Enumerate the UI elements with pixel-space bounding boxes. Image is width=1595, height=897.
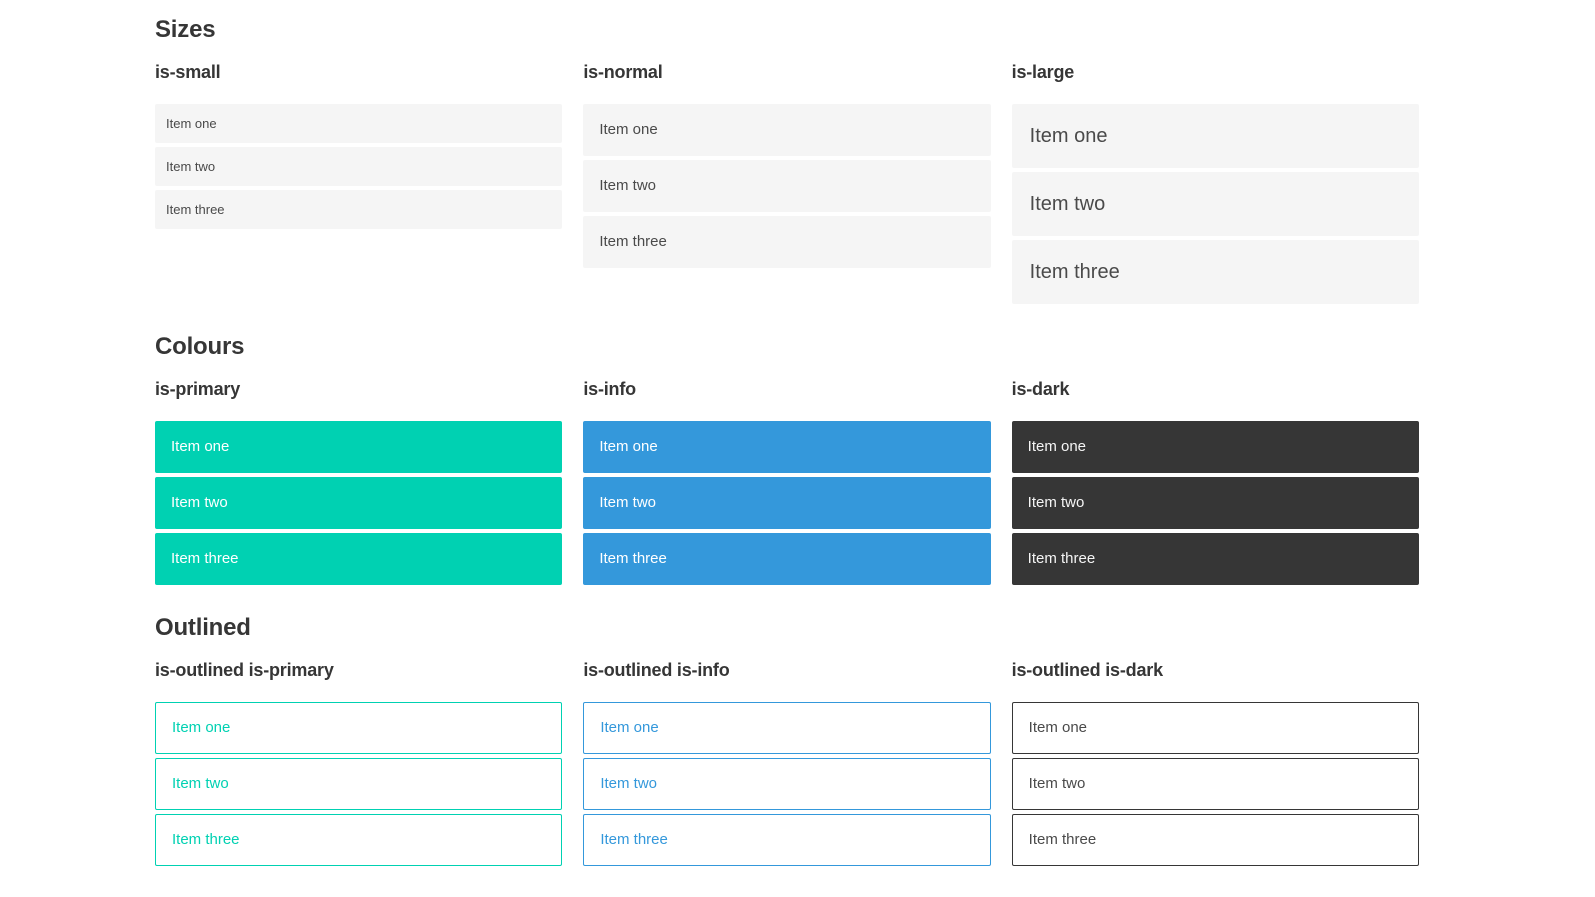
list-item[interactable]: Item two bbox=[155, 477, 563, 529]
list-item[interactable]: Item two bbox=[583, 477, 991, 529]
list: Item one Item two Item three bbox=[155, 421, 563, 585]
list-group-is-info: is-info Item one Item two Item three bbox=[583, 379, 991, 589]
list: Item one Item two Item three bbox=[155, 104, 563, 229]
page-content: Sizes is-small Item one Item two Item th… bbox=[155, 15, 1419, 870]
group-label: is-outlined is-dark bbox=[1011, 660, 1163, 680]
colours-grid: is-primary Item one Item two Item three … bbox=[155, 379, 1419, 589]
list-item[interactable]: Item one bbox=[155, 702, 563, 754]
list-item[interactable]: Item two bbox=[155, 147, 563, 186]
list-item[interactable]: Item three bbox=[583, 533, 991, 585]
section-title: Colours bbox=[155, 333, 245, 360]
list-item[interactable]: Item three bbox=[155, 190, 563, 229]
section-title: Sizes bbox=[155, 16, 216, 43]
list-item[interactable]: Item one bbox=[155, 104, 563, 143]
list-group-outlined-info: is-outlined is-info Item one Item two It… bbox=[583, 660, 991, 870]
group-label: is-normal bbox=[583, 62, 663, 82]
list-item[interactable]: Item three bbox=[1011, 240, 1419, 304]
group-label: is-info bbox=[583, 379, 636, 399]
sizes-grid: is-small Item one Item two Item three is… bbox=[155, 62, 1419, 308]
section-outlined: Outlined is-outlined is-primary Item one… bbox=[155, 613, 1419, 870]
list-item[interactable]: Item two bbox=[1011, 758, 1419, 810]
list-item[interactable]: Item two bbox=[1011, 172, 1419, 236]
group-label: is-outlined is-primary bbox=[155, 660, 334, 680]
list-item[interactable]: Item one bbox=[1011, 104, 1419, 168]
list-item[interactable]: Item two bbox=[583, 160, 991, 212]
list-item[interactable]: Item one bbox=[583, 104, 991, 156]
list-item[interactable]: Item one bbox=[583, 702, 991, 754]
list: Item one Item two Item three bbox=[1011, 702, 1419, 866]
list-group-is-dark: is-dark Item one Item two Item three bbox=[1011, 379, 1419, 589]
list-item[interactable]: Item one bbox=[1011, 702, 1419, 754]
group-label: is-large bbox=[1011, 62, 1075, 82]
list-group-outlined-primary: is-outlined is-primary Item one Item two… bbox=[155, 660, 563, 870]
list-group-is-large: is-large Item one Item two Item three bbox=[1011, 62, 1419, 308]
list-item[interactable]: Item one bbox=[155, 421, 563, 473]
list-item[interactable]: Item one bbox=[583, 421, 991, 473]
group-label: is-primary bbox=[155, 379, 241, 399]
group-label: is-small bbox=[155, 62, 221, 82]
list-item[interactable]: Item three bbox=[1011, 814, 1419, 866]
list-group-is-small: is-small Item one Item two Item three bbox=[155, 62, 563, 233]
list-item[interactable]: Item three bbox=[583, 814, 991, 866]
list-group-is-normal: is-normal Item one Item two Item three bbox=[583, 62, 991, 272]
list-item[interactable]: Item two bbox=[583, 758, 991, 810]
list-group-outlined-dark: is-outlined is-dark Item one Item two It… bbox=[1011, 660, 1419, 870]
list: Item one Item two Item three bbox=[583, 104, 991, 268]
list: Item one Item two Item three bbox=[1011, 104, 1419, 304]
group-label: is-dark bbox=[1011, 379, 1070, 399]
list-item[interactable]: Item three bbox=[1011, 533, 1419, 585]
list: Item one Item two Item three bbox=[1011, 421, 1419, 585]
section-title: Outlined bbox=[155, 614, 251, 641]
list-item[interactable]: Item two bbox=[155, 758, 563, 810]
list-item[interactable]: Item two bbox=[1011, 477, 1419, 529]
list-item[interactable]: Item one bbox=[1011, 421, 1419, 473]
list-item[interactable]: Item three bbox=[155, 533, 563, 585]
list: Item one Item two Item three bbox=[583, 421, 991, 585]
list-item[interactable]: Item three bbox=[583, 216, 991, 268]
list-group-is-primary: is-primary Item one Item two Item three bbox=[155, 379, 563, 589]
list: Item one Item two Item three bbox=[583, 702, 991, 866]
outlined-grid: is-outlined is-primary Item one Item two… bbox=[155, 660, 1419, 870]
section-sizes: Sizes is-small Item one Item two Item th… bbox=[155, 15, 1419, 308]
list-item[interactable]: Item three bbox=[155, 814, 563, 866]
group-label: is-outlined is-info bbox=[583, 660, 730, 680]
section-colours: Colours is-primary Item one Item two Ite… bbox=[155, 332, 1419, 589]
list: Item one Item two Item three bbox=[155, 702, 563, 866]
